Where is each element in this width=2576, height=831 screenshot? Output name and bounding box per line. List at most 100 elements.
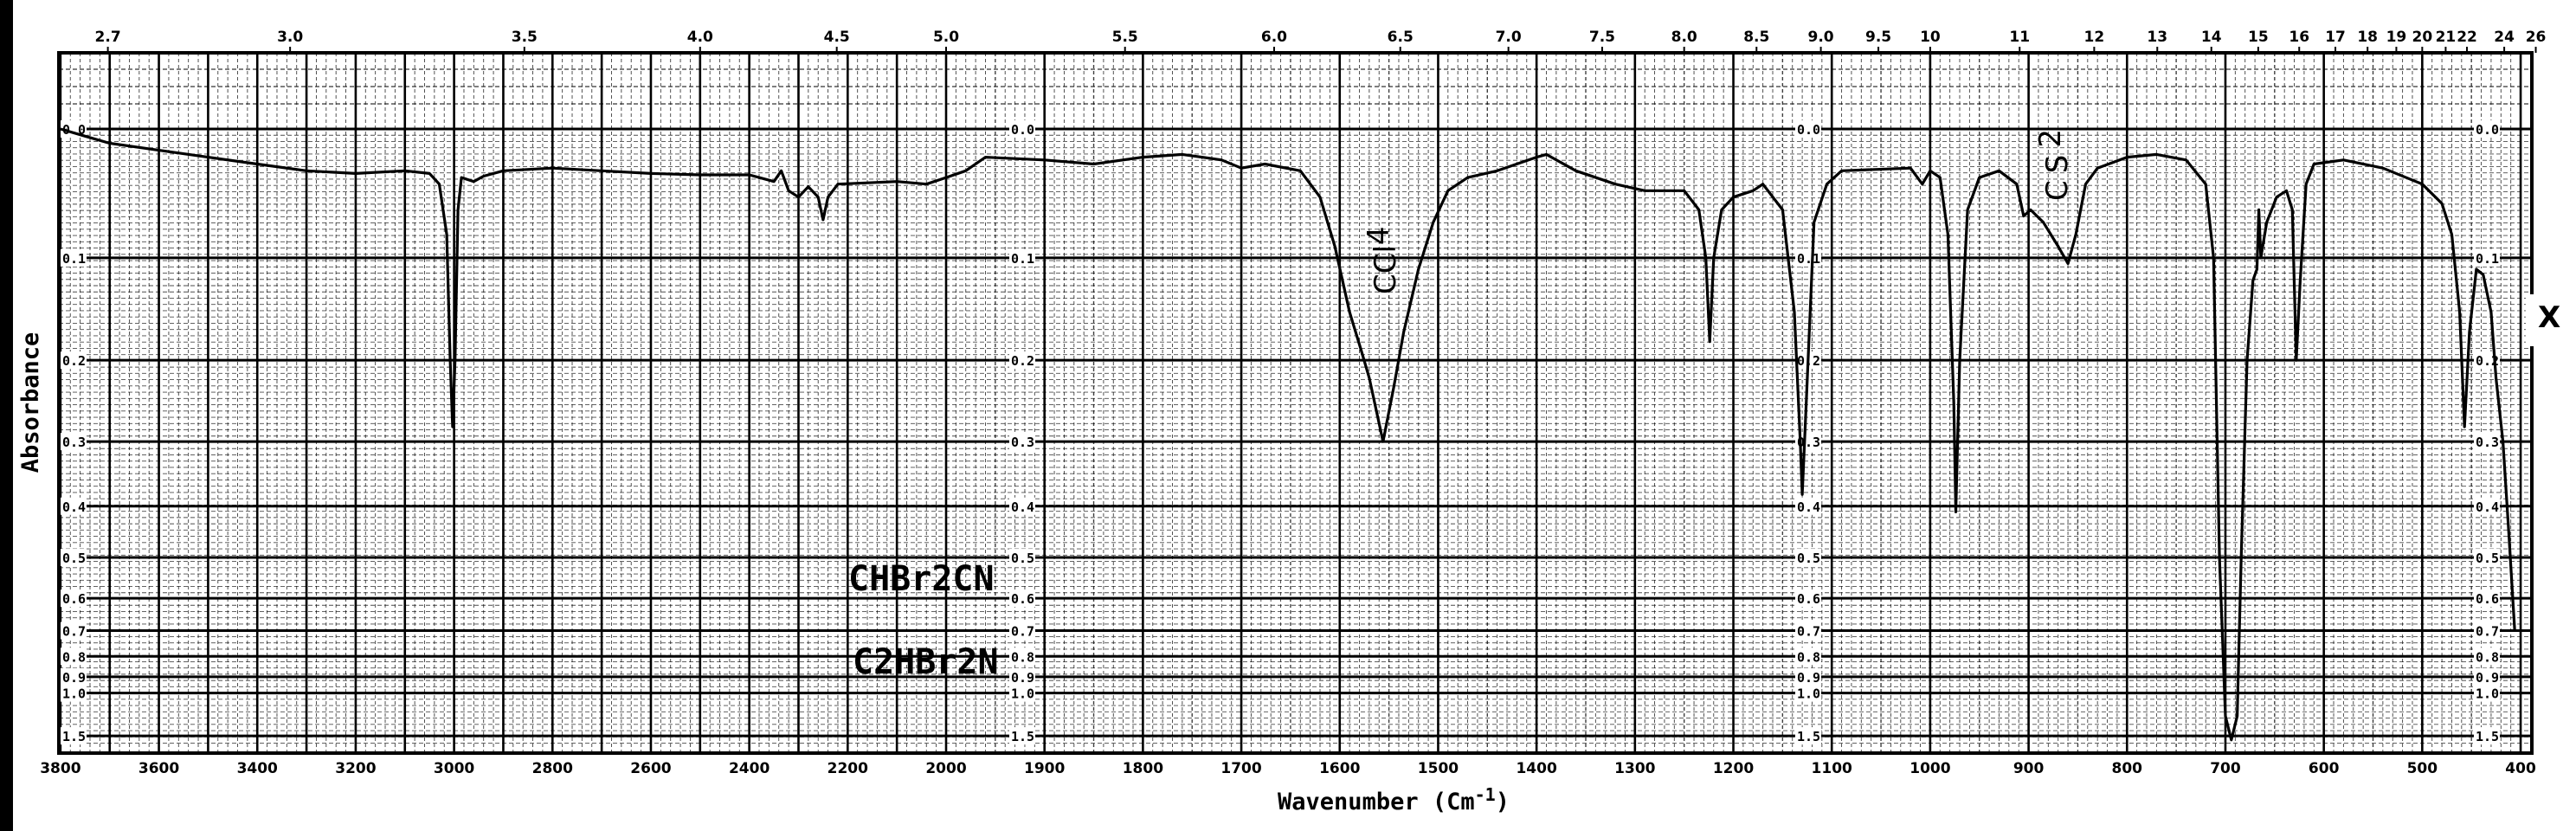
grid xyxy=(59,53,2532,753)
x-axis-title-main: Wavenumber (Cm xyxy=(1278,789,1475,815)
micron-tick-label: 2.7 xyxy=(95,29,121,46)
x-tick-label: 1900 xyxy=(1024,760,1065,777)
y-tick-label-bg xyxy=(1009,589,1035,608)
micron-tick-label: 4.5 xyxy=(824,29,850,46)
y-tick-label-bg xyxy=(1795,589,1821,608)
y-tick-label: 0.2 xyxy=(1011,353,1034,369)
margin-notch xyxy=(2526,294,2538,346)
y-tick-label-bg xyxy=(2474,497,2500,515)
micron-tick-label: 26 xyxy=(2526,29,2547,46)
micron-tick-label: 7.0 xyxy=(1496,29,1522,46)
x-tick-label: 2200 xyxy=(828,760,868,777)
y-tick-label: 0.6 xyxy=(62,591,86,607)
tick-labels: 0.00.10.20.30.40.50.60.70.80.91.01.50.00… xyxy=(40,29,2546,777)
micron-tick-label: 15 xyxy=(2248,29,2269,46)
micron-tick-label: 6.0 xyxy=(1261,29,1287,46)
micron-tick-label: 19 xyxy=(2386,29,2407,46)
y-tick-label: 0.0 xyxy=(1797,122,1820,138)
x-tick-label: 2400 xyxy=(729,760,770,777)
y-tick-label: 0.6 xyxy=(1011,591,1034,607)
handwritten-formula-2: C2HBr2N xyxy=(853,642,999,682)
micron-tick-label: 10 xyxy=(1920,29,1941,46)
y-tick-label-bg xyxy=(1795,248,1821,267)
micron-tick-label: 7.5 xyxy=(1589,29,1615,46)
y-tick-label: 1.0 xyxy=(2476,686,2499,702)
y-tick-label-bg xyxy=(1009,549,1035,567)
y-tick-label: 0.9 xyxy=(1797,670,1820,686)
y-tick-label: 0.5 xyxy=(1797,551,1820,566)
y-tick-label-bg xyxy=(1795,120,1821,138)
y-tick-label-bg xyxy=(61,549,87,567)
y-tick-label-bg xyxy=(61,622,87,640)
micron-tick-label: 5.0 xyxy=(933,29,959,46)
x-tick-label: 3600 xyxy=(138,760,179,777)
x-tick-label: 3400 xyxy=(237,760,278,777)
micron-tick-label: 9.0 xyxy=(1808,29,1834,46)
micron-tick-label: 12 xyxy=(2084,29,2105,46)
y-tick-label-bg xyxy=(2474,622,2500,640)
y-tick-label: 0.8 xyxy=(2476,649,2499,665)
y-tick-label-bg xyxy=(61,497,87,515)
y-tick-label: 0.9 xyxy=(2476,670,2499,686)
y-axis-title: Absorbance xyxy=(17,332,44,473)
y-tick-label: 0.5 xyxy=(62,551,86,566)
y-tick-label: 0.2 xyxy=(62,353,86,369)
annotation-main: CCl xyxy=(1368,245,1403,294)
micron-tick-label: 8.5 xyxy=(1743,29,1769,46)
spectrum-line xyxy=(60,127,2516,742)
y-tick-label-bg xyxy=(2474,549,2500,567)
micron-tick-label: 16 xyxy=(2289,29,2309,46)
micron-tick-label: 3.5 xyxy=(512,29,538,46)
micron-tick-label: 17 xyxy=(2325,29,2346,46)
y-tick-label-bg xyxy=(1009,351,1035,370)
plot-frame xyxy=(57,51,2534,755)
x-tick-label: 1800 xyxy=(1123,760,1163,777)
micron-tick-label: 18 xyxy=(2357,29,2378,46)
x-tick-label: 3800 xyxy=(40,760,80,777)
x-tick-label: 1500 xyxy=(1418,760,1459,777)
y-tick-label: 1.5 xyxy=(62,729,86,744)
micron-tick-label: 3.0 xyxy=(277,29,303,46)
y-tick-label: 0.7 xyxy=(1011,624,1034,640)
y-tick-label: 0.4 xyxy=(2476,499,2499,515)
y-tick-label: 0.5 xyxy=(2476,551,2499,566)
y-tick-label-bg xyxy=(2474,248,2500,267)
y-tick-label: 0.1 xyxy=(1011,251,1034,267)
y-tick-label: 0.9 xyxy=(1011,670,1034,686)
x-tick-label: 900 xyxy=(2013,760,2045,777)
y-tick-label-bg xyxy=(61,351,87,370)
x-tick-label: 3200 xyxy=(335,760,376,777)
y-tick-label-bg xyxy=(1795,622,1821,640)
x-tick-label: 2000 xyxy=(925,760,966,777)
x-tick-label: 700 xyxy=(2210,760,2241,777)
micron-tick-label: 11 xyxy=(2009,29,2030,46)
micron-tick-label: 8.0 xyxy=(1671,29,1697,46)
scan-edge-bar xyxy=(0,0,13,831)
x-tick-label: 1600 xyxy=(1319,760,1360,777)
y-tick-label-bg xyxy=(1009,667,1035,686)
y-tick-label: 0.7 xyxy=(2476,624,2499,640)
y-tick-label-bg xyxy=(1795,647,1821,666)
y-tick-label: 0.7 xyxy=(1797,624,1820,640)
annotation-main: CS xyxy=(2040,148,2075,201)
micron-tick-label: 4.0 xyxy=(687,29,713,46)
y-tick-label: 0.3 xyxy=(62,435,86,450)
y-tick-label-bg xyxy=(61,589,87,608)
y-tick-label: 0.0 xyxy=(2476,122,2499,138)
y-tick-label: 0.0 xyxy=(1011,122,1034,138)
y-tick-label-bg xyxy=(1009,684,1035,702)
annotation-subscript: 2 xyxy=(2033,122,2068,148)
y-tick-label: 0.4 xyxy=(62,499,86,515)
x-tick-label: 800 xyxy=(2112,760,2143,777)
y-tick-label: 0.9 xyxy=(62,670,86,686)
y-tick-label: 1.5 xyxy=(1011,729,1034,744)
y-tick-label: 0.1 xyxy=(62,251,86,267)
y-tick-label-bg xyxy=(61,684,87,702)
y-tick-label-bg xyxy=(1795,684,1821,702)
x-tick-label: 1100 xyxy=(1812,760,1852,777)
annotation-ccl4: CCl4 xyxy=(1362,226,1403,294)
y-tick-label-bg xyxy=(61,433,87,451)
y-tick-label: 0.7 xyxy=(62,624,86,640)
y-tick-label-bg xyxy=(2474,589,2500,608)
